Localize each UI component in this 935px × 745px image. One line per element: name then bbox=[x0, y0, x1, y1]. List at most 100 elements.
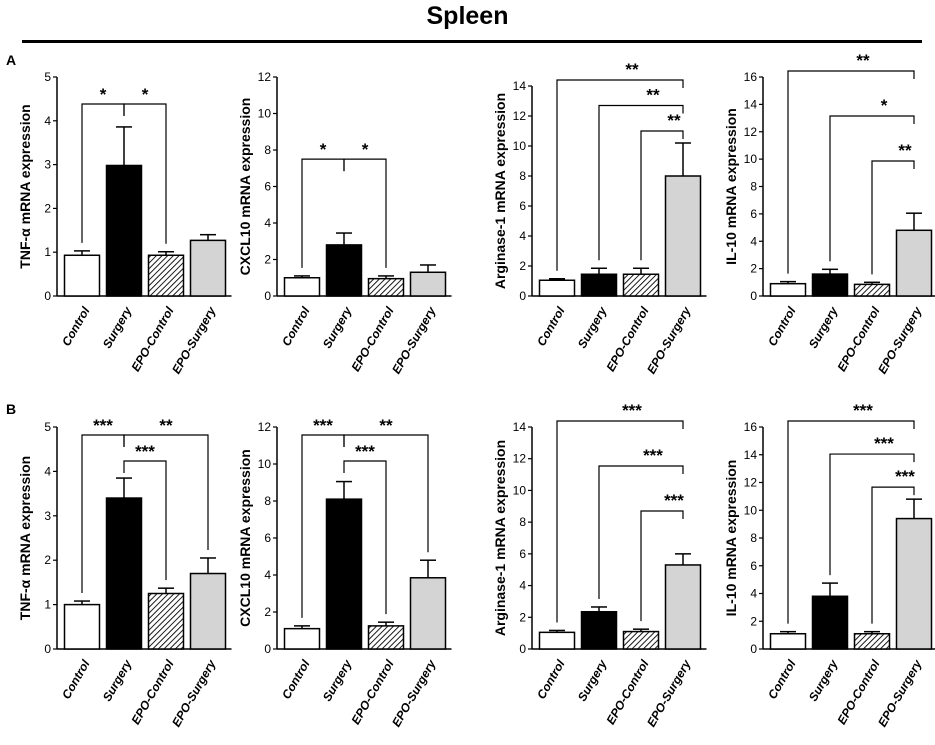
y-tick-label: 0 bbox=[750, 642, 757, 656]
bar bbox=[811, 273, 849, 297]
bar bbox=[664, 564, 702, 650]
category-label: Control bbox=[59, 657, 93, 702]
y-tick-label: 12 bbox=[513, 109, 527, 123]
y-tick-label: 6 bbox=[750, 559, 757, 573]
bar bbox=[63, 254, 101, 297]
significance-bracket bbox=[871, 486, 915, 624]
bar bbox=[769, 282, 807, 297]
y-tick-label: 10 bbox=[513, 483, 527, 497]
y-tick-label: 8 bbox=[519, 169, 526, 183]
y-tick-label: 5 bbox=[44, 420, 51, 434]
significance-bracket bbox=[556, 420, 684, 623]
y-tick-label: 4 bbox=[519, 229, 526, 243]
significance-bracket bbox=[556, 79, 684, 271]
y-tick-label: 2 bbox=[519, 610, 526, 624]
significance-bracket bbox=[787, 420, 915, 624]
category-label: Control bbox=[279, 657, 313, 702]
category-label: Surgery bbox=[575, 656, 610, 703]
y-tick-label: 12 bbox=[258, 420, 272, 434]
category-label: EPO-Surgery bbox=[644, 656, 694, 729]
significance-bracket bbox=[343, 434, 429, 553]
y-tick-label: 14 bbox=[513, 420, 527, 434]
bar bbox=[409, 271, 447, 297]
bar bbox=[853, 632, 891, 650]
y-tick-label: 14 bbox=[744, 448, 758, 462]
significance-label: *** bbox=[355, 442, 375, 461]
y-axis-label: IL-10 mRNA expression bbox=[723, 460, 739, 617]
significance-label: ** bbox=[898, 141, 912, 160]
bar bbox=[63, 603, 101, 650]
y-tick-label: 6 bbox=[264, 180, 271, 194]
significance-bracket bbox=[123, 434, 209, 550]
y-tick-label: 3 bbox=[44, 509, 51, 523]
y-tick-label: 8 bbox=[519, 515, 526, 529]
bar bbox=[622, 630, 660, 650]
category-label: EPO-Control bbox=[128, 657, 176, 727]
y-tick-label: 6 bbox=[519, 199, 526, 213]
category-label: EPO-Control bbox=[128, 304, 176, 374]
significance-label: *** bbox=[895, 467, 915, 486]
significance-bracket bbox=[829, 115, 915, 262]
y-tick-label: 10 bbox=[744, 503, 758, 517]
y-tick-label: 8 bbox=[750, 180, 757, 194]
category-label: Control bbox=[765, 304, 799, 349]
significance-label: ** bbox=[667, 111, 681, 130]
bar bbox=[811, 595, 849, 650]
y-tick-label: 6 bbox=[264, 531, 271, 545]
category-label: EPO-Surgery bbox=[875, 303, 925, 376]
significance-label: *** bbox=[622, 401, 642, 420]
significance-bracket bbox=[123, 460, 167, 581]
y-tick-label: 16 bbox=[744, 70, 758, 84]
bar bbox=[622, 273, 660, 297]
y-tick-label: 2 bbox=[44, 553, 51, 567]
y-tick-label: 4 bbox=[519, 579, 526, 593]
y-tick-label: 12 bbox=[744, 476, 758, 490]
bar bbox=[580, 610, 618, 650]
significance-bracket bbox=[343, 158, 387, 268]
bar bbox=[283, 627, 321, 650]
category-label: EPO-Surgery bbox=[169, 303, 219, 376]
y-tick-label: 16 bbox=[744, 420, 758, 434]
bar bbox=[283, 277, 321, 297]
bar bbox=[580, 273, 618, 297]
category-label: EPO-Control bbox=[348, 304, 396, 374]
chart-4: 0 1 2 3 4 5 TNF-α mRNA expression Control Surger… bbox=[17, 416, 232, 729]
y-tick-label: 0 bbox=[519, 642, 526, 656]
y-tick-label: 4 bbox=[264, 568, 271, 582]
bar bbox=[769, 632, 807, 650]
y-axis-label: Arginase-1 mRNA expression bbox=[492, 440, 508, 636]
category-label: Control bbox=[534, 304, 568, 349]
category-label: Surgery bbox=[806, 656, 841, 703]
y-tick-label: 10 bbox=[744, 152, 758, 166]
bar bbox=[538, 279, 576, 297]
y-tick-label: 8 bbox=[750, 531, 757, 545]
y-tick-label: 10 bbox=[513, 139, 527, 153]
y-tick-label: 14 bbox=[744, 97, 758, 111]
chart-1: 0 2 4 6 8 10 12 CXCL10 mRNA expression Control Su… bbox=[237, 70, 452, 376]
y-tick-label: 8 bbox=[264, 143, 271, 157]
category-label: EPO-Surgery bbox=[169, 656, 219, 729]
bar bbox=[895, 517, 933, 650]
significance-label: *** bbox=[853, 401, 873, 420]
bar bbox=[367, 277, 405, 297]
category-label: EPO-Surgery bbox=[389, 656, 439, 729]
significance-bracket bbox=[123, 103, 167, 244]
y-tick-label: 2 bbox=[44, 201, 51, 215]
chart-0: 0 1 2 3 4 5 TNF-α mRNA expression Control Surger… bbox=[17, 70, 232, 376]
significance-label: ** bbox=[856, 51, 870, 70]
bar bbox=[105, 497, 143, 650]
significance-bracket bbox=[343, 460, 387, 615]
significance-bracket bbox=[871, 160, 915, 275]
y-tick-label: 12 bbox=[258, 70, 272, 84]
category-label: Control bbox=[765, 657, 799, 702]
y-tick-label: 0 bbox=[750, 289, 757, 303]
chart-6: 0 2 4 6 8 10 12 14 Arginase-1 mRNA expression Con… bbox=[492, 401, 707, 729]
y-tick-label: 2 bbox=[750, 262, 757, 276]
y-tick-label: 12 bbox=[513, 452, 527, 466]
category-label: Surgery bbox=[320, 656, 355, 703]
y-tick-label: 6 bbox=[750, 207, 757, 221]
category-label: EPO-Control bbox=[603, 657, 651, 727]
bar bbox=[189, 239, 227, 297]
y-tick-label: 6 bbox=[519, 547, 526, 561]
bar bbox=[853, 283, 891, 297]
